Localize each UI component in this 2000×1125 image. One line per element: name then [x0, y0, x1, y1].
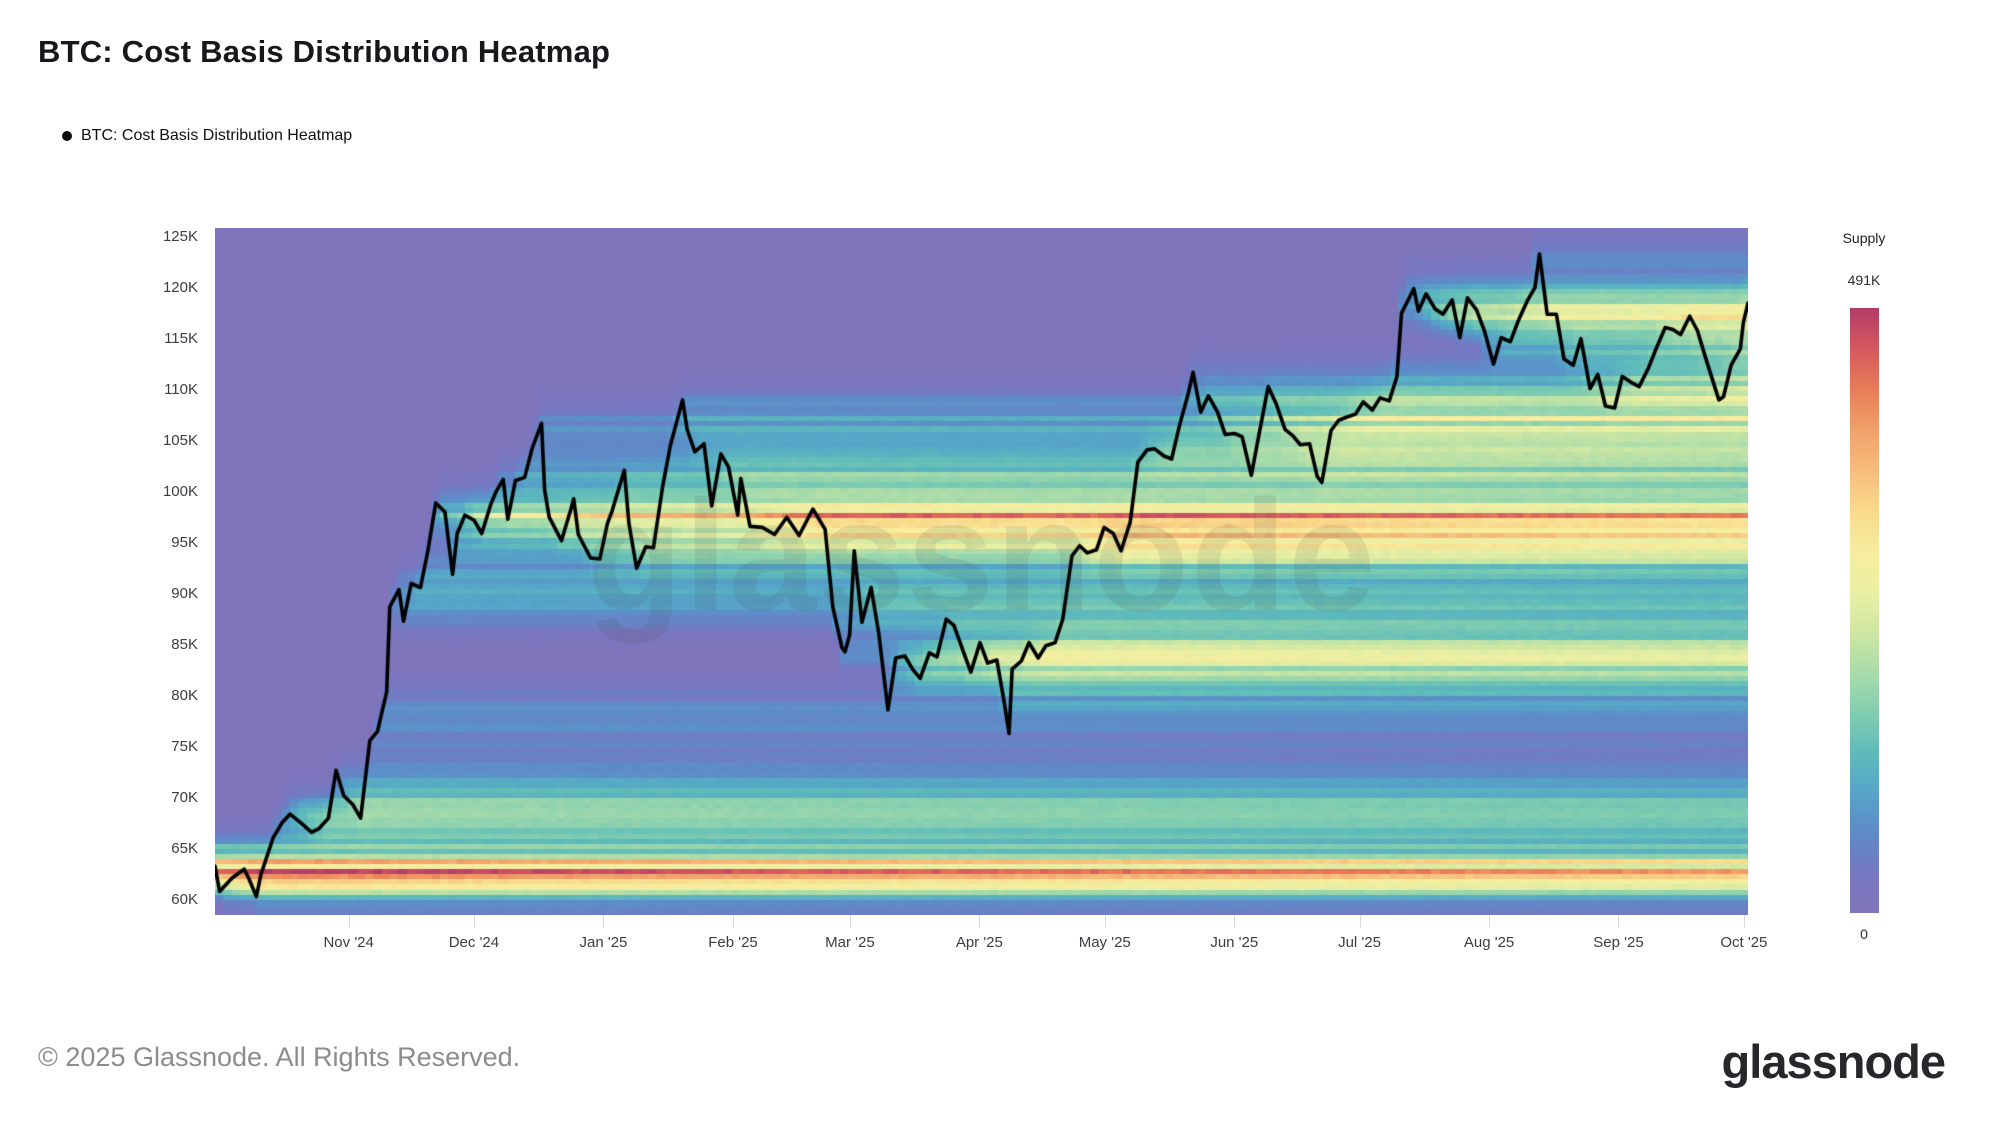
x-tick-mark	[1743, 915, 1745, 928]
x-tick-label: Jun '25	[1210, 934, 1259, 951]
x-tick-label: May '25	[1078, 934, 1131, 951]
x-tick-mark	[733, 915, 734, 928]
x-tick-mark	[1618, 915, 1620, 928]
x-tick-label: Mar '25	[825, 934, 875, 951]
supply-colorbar	[1850, 308, 1879, 913]
legend-item[interactable]: BTC: Cost Basis Distribution Heatmap	[62, 127, 352, 145]
x-tick-label: Oct '25	[1720, 934, 1768, 951]
y-tick-label: 105K	[162, 431, 198, 449]
x-tick-label: Jul '25	[1338, 934, 1381, 951]
x-tick-mark	[1359, 915, 1361, 928]
y-tick-label: 115K	[164, 329, 198, 347]
y-tick-label: 80K	[171, 686, 198, 704]
legend-dot-icon	[62, 131, 72, 141]
cost-basis-heatmap-canvas[interactable]	[215, 228, 1748, 915]
x-tick-label: Sep '25	[1593, 934, 1644, 951]
y-tick-label: 70K	[171, 788, 198, 806]
x-tick-label: Jan '25	[579, 934, 628, 951]
copyright-text: © 2025 Glassnode. All Rights Reserved.	[38, 1042, 521, 1072]
y-tick-label: 95K	[171, 533, 198, 551]
y-tick-label: 85K	[171, 635, 198, 653]
y-tick-label: 65K	[171, 839, 198, 857]
x-tick-mark	[348, 915, 350, 928]
y-tick-label: 60K	[171, 890, 198, 908]
legend-label: BTC: Cost Basis Distribution Heatmap	[81, 127, 353, 144]
y-tick-label: 125K	[162, 227, 198, 245]
x-tick-label: Feb '25	[708, 934, 758, 951]
x-tick-mark	[1234, 915, 1236, 928]
x-tick-mark	[473, 915, 475, 928]
x-tick-mark	[603, 915, 605, 928]
page-title: BTC: Cost Basis Distribution Heatmap	[38, 34, 611, 69]
x-tick-mark	[849, 915, 851, 928]
x-tick-label: Apr '25	[955, 934, 1003, 951]
x-tick-label: Dec '24	[448, 934, 500, 951]
colorbar-max-label: 491K	[1847, 272, 1881, 288]
glassnode-logo[interactable]: glassnode	[1721, 1035, 1946, 1088]
y-tick-label: 75K	[171, 737, 198, 755]
x-tick-label: Nov '24	[323, 934, 374, 951]
x-tick-label: Aug '25	[1463, 934, 1515, 951]
y-tick-label: 100K	[162, 482, 198, 500]
x-tick-mark	[1104, 915, 1106, 928]
x-tick-mark	[1489, 915, 1491, 928]
x-tick-mark	[979, 915, 981, 928]
y-tick-label: 110K	[164, 380, 198, 398]
colorbar-min-label: 0	[1860, 926, 1868, 942]
colorbar-title: Supply	[1842, 230, 1886, 246]
y-tick-label: 90K	[171, 584, 198, 602]
y-tick-label: 120K	[162, 278, 198, 296]
